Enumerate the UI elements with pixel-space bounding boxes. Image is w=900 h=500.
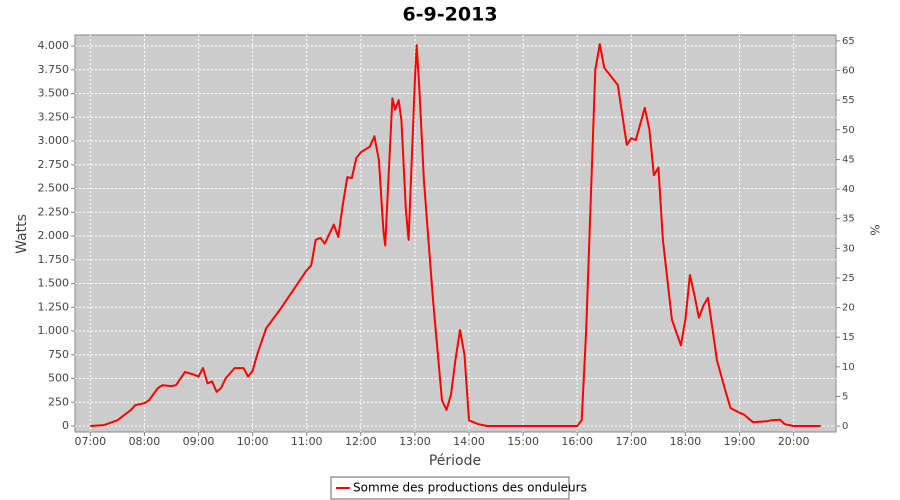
y-tick-label: 1.000 (38, 324, 70, 337)
y-tick-label: 1.500 (38, 277, 70, 290)
y2-tick-label: 65 (842, 36, 855, 47)
y2-tick-label: 30 (842, 243, 855, 254)
y-tick-label: 0 (62, 419, 69, 432)
x-axis-label: Période (429, 453, 481, 469)
y-tick-label: 3.750 (38, 63, 70, 76)
y2-tick-label: 55 (842, 95, 855, 106)
y-tick-label: 4.000 (38, 39, 70, 52)
y-tick-label: 2.000 (38, 229, 70, 242)
x-tick-label: 20:00 (778, 435, 810, 448)
y-tick-label: 750 (48, 348, 69, 361)
data-line (90, 43, 821, 427)
x-tick-label: 18:00 (670, 435, 702, 448)
y2-tick-label: 50 (842, 125, 855, 136)
chart-title: 6-9-2013 (402, 4, 497, 26)
x-tick-label: 08:00 (129, 435, 161, 448)
y-tick-label: 500 (48, 372, 69, 385)
y-tick-label: 2.250 (38, 205, 70, 218)
y2-axis-label: % (868, 224, 882, 235)
y2-tick-label: 40 (842, 184, 855, 195)
y-tick-label: 3.000 (38, 134, 70, 147)
legend-label: Somme des productions des onduleurs (353, 481, 587, 495)
y2-tick-label: 10 (842, 362, 855, 373)
y-tick-label: 2.750 (38, 158, 70, 171)
y-tick-label: 1.750 (38, 253, 70, 266)
y2-tick-label: 35 (842, 214, 855, 225)
y2-tick-label: 15 (842, 332, 855, 343)
y-tick-label: 3.500 (38, 87, 70, 100)
x-tick-label: 19:00 (724, 435, 756, 448)
legend (330, 476, 570, 500)
x-tick-label: 10:00 (237, 435, 269, 448)
y-tick-label: 250 (48, 395, 69, 408)
y2-tick-label: 5 (842, 391, 848, 402)
y2-tick-label: 60 (842, 66, 855, 77)
x-tick-label: 13:00 (399, 435, 431, 448)
y2-tick-label: 45 (842, 154, 855, 165)
x-tick-label: 17:00 (615, 435, 647, 448)
y-axis-label: Watts (14, 214, 30, 254)
y-tick-label: 2.500 (38, 182, 70, 195)
x-tick-label: 11:00 (291, 435, 323, 448)
y-tick-label: 3.250 (38, 110, 70, 123)
x-tick-label: 09:00 (183, 435, 215, 448)
y-tick-label: 1.250 (38, 300, 70, 313)
x-tick-label: 12:00 (345, 435, 377, 448)
x-tick-label: 07:00 (74, 435, 106, 448)
x-tick-label: 14:00 (453, 435, 485, 448)
x-tick-label: 16:00 (561, 435, 593, 448)
y2-tick-label: 25 (842, 273, 855, 284)
y2-tick-label: 20 (842, 303, 855, 314)
x-tick-label: 15:00 (507, 435, 539, 448)
y2-tick-label: 0 (842, 421, 848, 432)
